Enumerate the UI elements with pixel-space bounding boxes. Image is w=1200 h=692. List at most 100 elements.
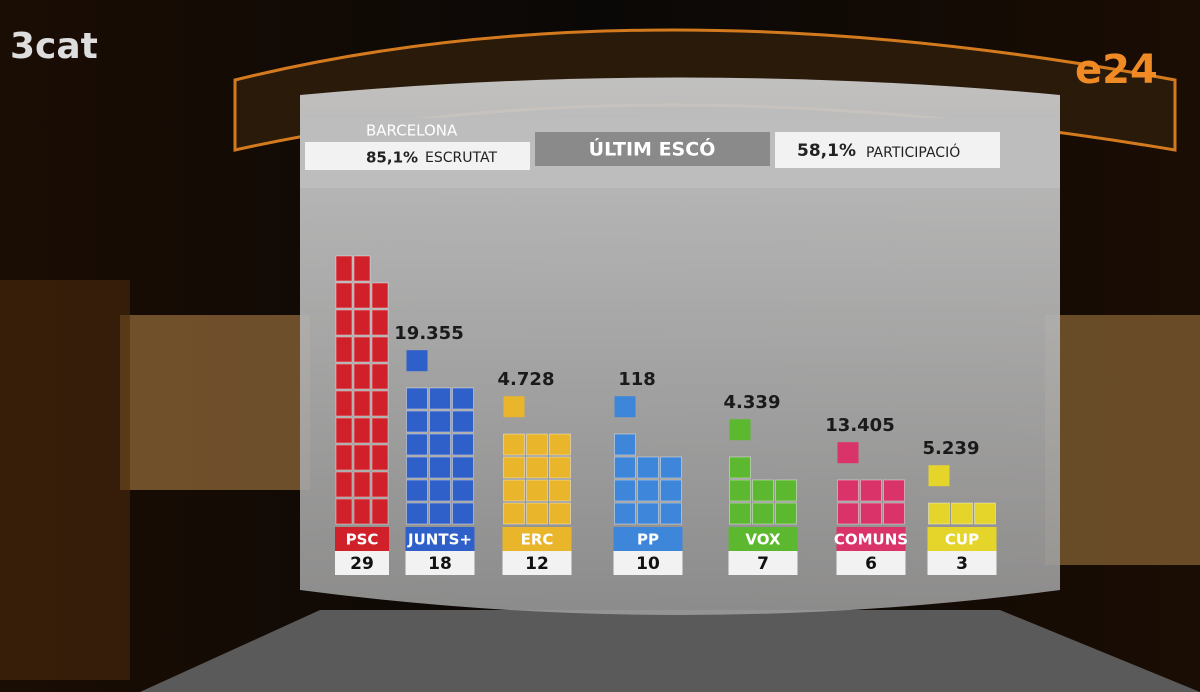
seat-count: 3 <box>956 554 968 574</box>
chart: PSC 29 JUNTS+ 18 19.355 ERC 12 4.728 PP 10 118 VOX 7… <box>335 255 997 575</box>
seat <box>406 387 428 410</box>
seat-count-box <box>502 551 572 575</box>
next-seat-votes: 19.355 <box>394 323 463 344</box>
next-seat <box>837 442 859 464</box>
party-name: VOX <box>745 531 781 549</box>
seat <box>637 479 659 502</box>
seat <box>371 336 389 363</box>
seat <box>951 502 973 525</box>
seat <box>614 433 636 456</box>
party-label-box <box>927 527 997 551</box>
seat <box>549 433 571 456</box>
seat-count: 12 <box>525 554 549 574</box>
seat <box>729 502 751 525</box>
seat <box>775 479 797 502</box>
seat-count-box <box>613 551 683 575</box>
counted: 85,1% <box>366 149 418 167</box>
logo: 3cat <box>10 26 98 67</box>
seat <box>452 387 474 410</box>
side-panel <box>1045 315 1200 565</box>
channel: e24 <box>1075 47 1158 93</box>
next-seat <box>503 396 525 418</box>
seat <box>371 471 389 498</box>
counted-label: ESCRUTAT <box>425 150 497 166</box>
seat <box>660 456 682 479</box>
seat-count: 18 <box>428 554 452 574</box>
seat <box>614 479 636 502</box>
seat <box>371 498 389 525</box>
seat <box>335 336 353 363</box>
seat-count: 6 <box>865 554 877 574</box>
seat <box>335 444 353 471</box>
seat <box>452 410 474 433</box>
seat <box>729 479 751 502</box>
seat <box>614 502 636 525</box>
turnout-label: PARTICIPACIÓ <box>866 143 960 161</box>
seat <box>371 417 389 444</box>
seat <box>549 502 571 525</box>
seat <box>353 363 371 390</box>
seat <box>353 498 371 525</box>
seat <box>883 479 905 502</box>
seat-count-box <box>927 551 997 575</box>
seat <box>526 456 548 479</box>
seat <box>353 417 371 444</box>
seat <box>637 456 659 479</box>
seat <box>549 456 571 479</box>
seat-block <box>614 433 682 525</box>
seat <box>353 471 371 498</box>
seat <box>406 502 428 525</box>
next-seat-votes: 13.405 <box>825 415 894 436</box>
seat <box>429 479 451 502</box>
next-seat <box>406 350 428 372</box>
seat <box>353 282 371 309</box>
next-seat-votes: 4.728 <box>498 369 555 390</box>
seat-block <box>406 387 474 525</box>
seat-block <box>928 502 996 525</box>
seat <box>335 471 353 498</box>
seat <box>353 444 371 471</box>
next-seat-votes: 118 <box>618 369 656 390</box>
seat <box>526 479 548 502</box>
party-label-box <box>335 527 389 551</box>
seat <box>371 309 389 336</box>
side-panel <box>120 315 310 490</box>
next-seat-votes: 4.339 <box>724 392 781 413</box>
side-wall <box>0 280 130 680</box>
turnout: 58,1% <box>797 141 856 161</box>
seat-count-box <box>728 551 798 575</box>
seat <box>406 456 428 479</box>
seat-count: 29 <box>350 554 374 574</box>
seat <box>974 502 996 525</box>
seat <box>837 479 859 502</box>
seat <box>452 502 474 525</box>
seat <box>335 255 353 282</box>
seat <box>928 502 950 525</box>
seat <box>335 390 353 417</box>
turnout-box <box>775 132 1000 168</box>
seat <box>429 410 451 433</box>
center-box <box>535 132 770 166</box>
party-label-box <box>502 527 572 551</box>
party-name: PSC <box>346 531 379 549</box>
seat-count-box <box>405 551 475 575</box>
seat-count: 7 <box>757 554 769 574</box>
next-seat <box>928 465 950 487</box>
seat <box>371 444 389 471</box>
seat <box>860 502 882 525</box>
floor <box>140 610 1200 692</box>
seat <box>549 479 571 502</box>
seat <box>406 410 428 433</box>
seat <box>335 282 353 309</box>
party-name: COMUNS <box>834 531 908 549</box>
seat <box>526 433 548 456</box>
seat <box>353 255 371 282</box>
seat <box>335 309 353 336</box>
seat <box>526 502 548 525</box>
seat <box>429 456 451 479</box>
party-label-box <box>836 527 906 551</box>
seat-block <box>729 456 797 525</box>
seat <box>371 363 389 390</box>
